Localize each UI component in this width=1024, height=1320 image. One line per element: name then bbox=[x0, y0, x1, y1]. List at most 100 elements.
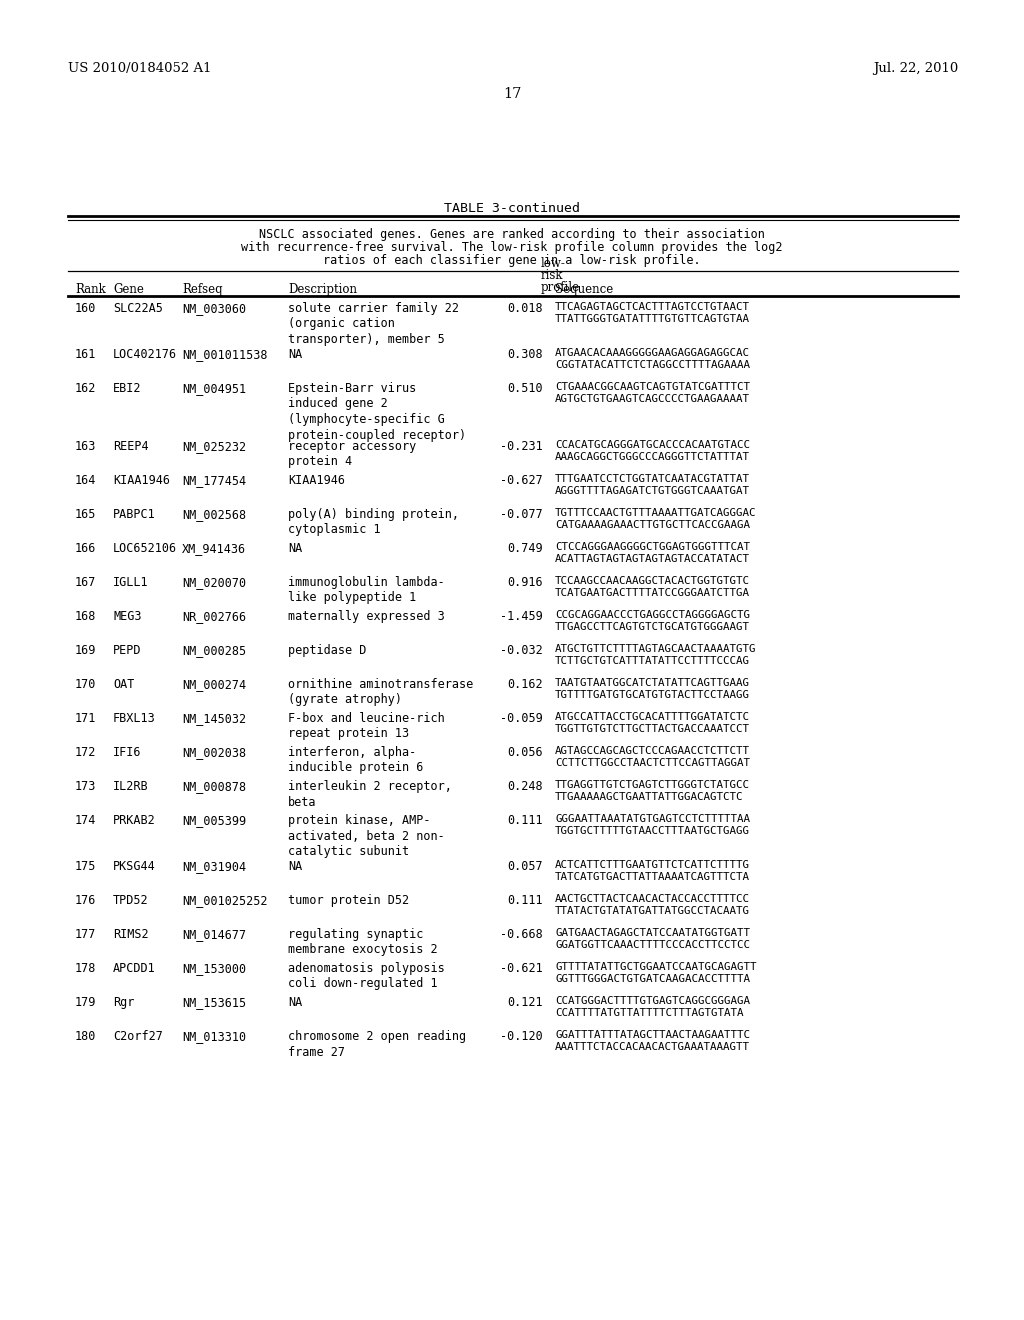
Text: NM_000285: NM_000285 bbox=[182, 644, 246, 657]
Text: FBXL13: FBXL13 bbox=[113, 711, 156, 725]
Text: AGTAGCCAGCAGCTCCCAGAACCTCTTCTT
CCTTCTTGGCCTAACTCTTCCAGTTAGGAT: AGTAGCCAGCAGCTCCCAGAACCTCTTCTT CCTTCTTGG… bbox=[555, 746, 750, 768]
Text: 0.111: 0.111 bbox=[507, 814, 543, 828]
Text: -0.032: -0.032 bbox=[501, 644, 543, 657]
Text: 0.248: 0.248 bbox=[507, 780, 543, 793]
Text: 0.749: 0.749 bbox=[507, 543, 543, 554]
Text: Jul. 22, 2010: Jul. 22, 2010 bbox=[872, 62, 958, 75]
Text: 0.121: 0.121 bbox=[507, 997, 543, 1008]
Text: ATGCTGTTCTTTTAGTAGCAACTAAAATGTG
TCTTGCTGTCATTTATATTCCTTTTCCCAG: ATGCTGTTCTTTTAGTAGCAACTAAAATGTG TCTTGCTG… bbox=[555, 644, 757, 667]
Text: -0.231: -0.231 bbox=[501, 440, 543, 453]
Text: IL2RB: IL2RB bbox=[113, 780, 148, 793]
Text: NM_002038: NM_002038 bbox=[182, 746, 246, 759]
Text: -0.621: -0.621 bbox=[501, 962, 543, 975]
Text: TTTGAATCCTCTGGTATCAATACGTATTAT
AGGGTTTTAGAGATCTGTGGGTCAAATGAT: TTTGAATCCTCTGGTATCAATACGTATTAT AGGGTTTTA… bbox=[555, 474, 750, 496]
Text: NM_002568: NM_002568 bbox=[182, 508, 246, 521]
Text: tumor protein D52: tumor protein D52 bbox=[288, 894, 410, 907]
Text: XM_941436: XM_941436 bbox=[182, 543, 246, 554]
Text: NM_000274: NM_000274 bbox=[182, 678, 246, 690]
Text: PEPD: PEPD bbox=[113, 644, 141, 657]
Text: 175: 175 bbox=[75, 861, 96, 873]
Text: TABLE 3-continued: TABLE 3-continued bbox=[444, 202, 580, 215]
Text: 170: 170 bbox=[75, 678, 96, 690]
Text: APCDD1: APCDD1 bbox=[113, 962, 156, 975]
Text: PRKAB2: PRKAB2 bbox=[113, 814, 156, 828]
Text: poly(A) binding protein,
cytoplasmic 1: poly(A) binding protein, cytoplasmic 1 bbox=[288, 508, 459, 536]
Text: NA: NA bbox=[288, 348, 302, 360]
Text: F-box and leucine-rich
repeat protein 13: F-box and leucine-rich repeat protein 13 bbox=[288, 711, 444, 741]
Text: ACTCATTCTTTGAATGTTCTCATTCTTTTG
TATCATGTGACTTATTAAAATCAGTTTCTA: ACTCATTCTTTGAATGTTCTCATTCTTTTG TATCATGTG… bbox=[555, 861, 750, 882]
Text: MEG3: MEG3 bbox=[113, 610, 141, 623]
Text: CCACATGCAGGGATGCACCCACAATGTACC
AAAGCAGGCTGGGCCCAGGGTTCTATTTAT: CCACATGCAGGGATGCACCCACAATGTACC AAAGCAGGC… bbox=[555, 440, 750, 462]
Text: 0.510: 0.510 bbox=[507, 381, 543, 395]
Text: NA: NA bbox=[288, 543, 302, 554]
Text: protein kinase, AMP-
activated, beta 2 non-
catalytic subunit: protein kinase, AMP- activated, beta 2 n… bbox=[288, 814, 444, 858]
Text: C2orf27: C2orf27 bbox=[113, 1030, 163, 1043]
Text: 0.056: 0.056 bbox=[507, 746, 543, 759]
Text: peptidase D: peptidase D bbox=[288, 644, 367, 657]
Text: NM_013310: NM_013310 bbox=[182, 1030, 246, 1043]
Text: NM_014677: NM_014677 bbox=[182, 928, 246, 941]
Text: 161: 161 bbox=[75, 348, 96, 360]
Text: 160: 160 bbox=[75, 302, 96, 315]
Text: CCATGGGACTTTTGTGAGTCAGGCGGGAGA
CCATTTTATGTTATTTTCTTTAGTGTATA: CCATGGGACTTTTGTGAGTCAGGCGGGAGA CCATTTTAT… bbox=[555, 997, 750, 1018]
Text: NM_145032: NM_145032 bbox=[182, 711, 246, 725]
Text: solute carrier family 22
(organic cation
transporter), member 5: solute carrier family 22 (organic cation… bbox=[288, 302, 459, 346]
Text: -1.459: -1.459 bbox=[501, 610, 543, 623]
Text: US 2010/0184052 A1: US 2010/0184052 A1 bbox=[68, 62, 212, 75]
Text: TAATGTAATGGCATCTATATTCAGTTGAAG
TGTTTTGATGTGCATGTGTACTTCCTAAGG: TAATGTAATGGCATCTATATTCAGTTGAAG TGTTTTGAT… bbox=[555, 678, 750, 700]
Text: NM_153000: NM_153000 bbox=[182, 962, 246, 975]
Text: OAT: OAT bbox=[113, 678, 134, 690]
Text: GGGAATTAAATATGTGAGTCCTCTTTTTAA
TGGTGCTTTTTGTAACCTTTAATGCTGAGG: GGGAATTAAATATGTGAGTCCTCTTTTTAA TGGTGCTTT… bbox=[555, 814, 750, 836]
Text: immunoglobulin lambda-
like polypeptide 1: immunoglobulin lambda- like polypeptide … bbox=[288, 576, 444, 605]
Text: -0.077: -0.077 bbox=[501, 508, 543, 521]
Text: -0.120: -0.120 bbox=[501, 1030, 543, 1043]
Text: risk: risk bbox=[541, 269, 563, 282]
Text: receptor accessory
protein 4: receptor accessory protein 4 bbox=[288, 440, 416, 469]
Text: 180: 180 bbox=[75, 1030, 96, 1043]
Text: profile: profile bbox=[541, 281, 581, 294]
Text: RIMS2: RIMS2 bbox=[113, 928, 148, 941]
Text: NM_000878: NM_000878 bbox=[182, 780, 246, 793]
Text: 176: 176 bbox=[75, 894, 96, 907]
Text: adenomatosis polyposis
coli down-regulated 1: adenomatosis polyposis coli down-regulat… bbox=[288, 962, 444, 990]
Text: EBI2: EBI2 bbox=[113, 381, 141, 395]
Text: 0.111: 0.111 bbox=[507, 894, 543, 907]
Text: 0.057: 0.057 bbox=[507, 861, 543, 873]
Text: interferon, alpha-
inducible protein 6: interferon, alpha- inducible protein 6 bbox=[288, 746, 423, 775]
Text: 167: 167 bbox=[75, 576, 96, 589]
Text: NM_025232: NM_025232 bbox=[182, 440, 246, 453]
Text: AACTGCTTACTCAACACTACCACCTTTTCC
TTATACTGTATATGATTATGGCCTACAATG: AACTGCTTACTCAACACTACCACCTTTTCC TTATACTGT… bbox=[555, 894, 750, 916]
Text: NA: NA bbox=[288, 861, 302, 873]
Text: 173: 173 bbox=[75, 780, 96, 793]
Text: ratios of each classifier gene in a low-risk profile.: ratios of each classifier gene in a low-… bbox=[324, 253, 700, 267]
Text: GATGAACTAGAGCTATCCAATATGGTGATT
GGATGGTTCAAACTTTTCCCACCTTCCTCC: GATGAACTAGAGCTATCCAATATGGTGATT GGATGGTTC… bbox=[555, 928, 750, 950]
Text: LOC402176: LOC402176 bbox=[113, 348, 177, 360]
Text: LOC652106: LOC652106 bbox=[113, 543, 177, 554]
Text: NM_001025252: NM_001025252 bbox=[182, 894, 267, 907]
Text: 169: 169 bbox=[75, 644, 96, 657]
Text: NM_153615: NM_153615 bbox=[182, 997, 246, 1008]
Text: -0.668: -0.668 bbox=[501, 928, 543, 941]
Text: TCCAAGCCAACAAGGCTACACTGGTGTGTC
TCATGAATGACTTTTATCCGGGAATCTTGA: TCCAAGCCAACAAGGCTACACTGGTGTGTC TCATGAATG… bbox=[555, 576, 750, 598]
Text: Description: Description bbox=[288, 282, 357, 296]
Text: Refseq: Refseq bbox=[182, 282, 222, 296]
Text: 174: 174 bbox=[75, 814, 96, 828]
Text: NM_020070: NM_020070 bbox=[182, 576, 246, 589]
Text: NM_005399: NM_005399 bbox=[182, 814, 246, 828]
Text: IGLL1: IGLL1 bbox=[113, 576, 148, 589]
Text: 165: 165 bbox=[75, 508, 96, 521]
Text: TTGAGGTTGTCTGAGTCTTGGGTCTATGCC
TTGAAAAAGCTGAATTATTGGACAGTCTC: TTGAGGTTGTCTGAGTCTTGGGTCTATGCC TTGAAAAAG… bbox=[555, 780, 750, 803]
Text: 164: 164 bbox=[75, 474, 96, 487]
Text: -0.627: -0.627 bbox=[501, 474, 543, 487]
Text: ATGCCATTACCTGCACATTTTGGATATCTC
TGGTTGTGTCTTGCTTACTGACCAAATCCT: ATGCCATTACCTGCACATTTTGGATATCTC TGGTTGTGT… bbox=[555, 711, 750, 734]
Text: 179: 179 bbox=[75, 997, 96, 1008]
Text: interleukin 2 receptor,
beta: interleukin 2 receptor, beta bbox=[288, 780, 452, 808]
Text: 163: 163 bbox=[75, 440, 96, 453]
Text: NA: NA bbox=[288, 997, 302, 1008]
Text: 178: 178 bbox=[75, 962, 96, 975]
Text: ATGAACACAAAGGGGGAAGAGGAGAGGCAC
CGGTATACATTCTCTAGGCCTTTTAGAAAA: ATGAACACAAAGGGGGAAGAGGAGAGGCAC CGGTATACA… bbox=[555, 348, 750, 370]
Text: NM_031904: NM_031904 bbox=[182, 861, 246, 873]
Text: 177: 177 bbox=[75, 928, 96, 941]
Text: 0.018: 0.018 bbox=[507, 302, 543, 315]
Text: Epstein-Barr virus
induced gene 2
(lymphocyte-specific G
protein-coupled recepto: Epstein-Barr virus induced gene 2 (lymph… bbox=[288, 381, 466, 441]
